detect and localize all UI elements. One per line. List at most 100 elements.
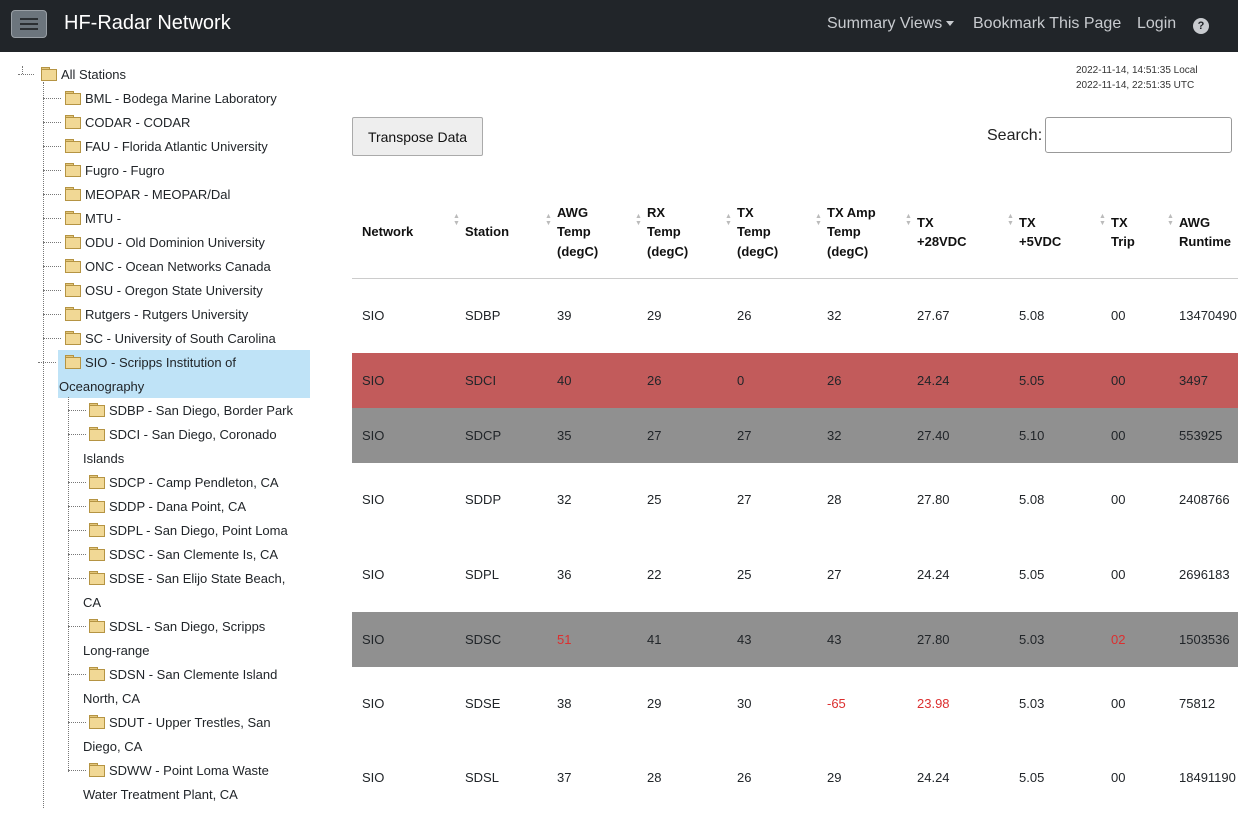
tree-item-station-cont[interactable]: Water Treatment Plant, CA [83, 787, 238, 802]
column-header-text: AWG [557, 204, 589, 220]
table-cell: 22 [647, 566, 662, 582]
tree-item-station[interactable]: SDWW - Point Loma Waste [109, 763, 269, 778]
tree-item-network[interactable]: MTU - [85, 211, 122, 226]
table-row[interactable]: SIO SDCI 40 26 0 26 24.24 5.05 00 3497 [352, 353, 1238, 408]
table-row[interactable]: SIO SDBP 39 29 26 32 27.67 5.08 00 13470490 [352, 279, 1238, 353]
table-cell: 39 [557, 308, 572, 323]
column-header[interactable]: Network [362, 222, 413, 242]
tree-item-station-cont[interactable]: Long-range [83, 643, 150, 658]
tree-item-network[interactable]: FAU - Florida Atlantic University [85, 139, 268, 154]
menu-toggle-button[interactable] [11, 10, 47, 38]
table-cell: SIO [362, 492, 385, 507]
column-header[interactable]: TX +5VDC [1019, 213, 1061, 252]
tree-item-station[interactable]: SDPL - San Diego, Point Loma [109, 523, 288, 538]
search-input[interactable] [1045, 117, 1232, 153]
summary-views-dropdown[interactable]: Summary Views [827, 15, 955, 33]
table-cell: 5.08 [1019, 492, 1045, 507]
login-link[interactable]: Login [1137, 15, 1177, 32]
tree-item-station[interactable]: SDSC - San Clemente Is, CA [109, 547, 279, 562]
tree-item-station-cont[interactable]: Diego, CA [83, 739, 143, 754]
sort-icon[interactable]: ▲ ▼ [1167, 213, 1174, 227]
table-cell: 2696183 [1179, 566, 1230, 582]
tree-item-network[interactable]: OSU - Oregon State University [85, 283, 263, 298]
tree-item-network[interactable]: BML - Bodega Marine Laboratory [85, 91, 277, 106]
table-row[interactable]: SIO SDSE 38 29 30 -65 23.98 5.03 00 75812 [352, 667, 1238, 741]
column-header[interactable]: TX Amp Temp (degC) [827, 203, 876, 262]
column-header-text: Runtime [1179, 234, 1231, 249]
table-row[interactable]: SIO SDSC 51 41 43 43 27.80 5.03 02 1503536 [352, 612, 1238, 667]
tree-item-station[interactable]: SDSN - San Clemente Island [109, 667, 278, 682]
folder-icon [65, 139, 81, 153]
table-cell: 5.08 [1019, 308, 1045, 323]
table-cell: 25 [737, 566, 752, 582]
table-cell: 00 [1111, 427, 1126, 443]
column-header[interactable]: TX +28VDC [917, 213, 967, 252]
folder-icon [65, 187, 81, 201]
sort-icon[interactable]: ▲ ▼ [725, 213, 732, 227]
sort-icon[interactable]: ▲ ▼ [905, 213, 912, 227]
tree-item-station-cont[interactable]: Islands [83, 451, 125, 466]
tree-item-station-cont[interactable]: CA [83, 595, 102, 610]
brand-title[interactable]: HF-Radar Network [64, 12, 231, 34]
tree-item-selected-cont[interactable]: Oceanography [59, 379, 145, 394]
tree-item-station[interactable]: SDUT - Upper Trestles, San [109, 715, 271, 730]
table-row[interactable]: SIO SDDP 32 25 27 28 27.80 5.08 00 2408766 [352, 463, 1238, 537]
sort-icon[interactable]: ▲ ▼ [635, 213, 642, 227]
tree-item-network[interactable]: Rutgers - Rutgers University [85, 307, 249, 322]
transpose-data-button[interactable]: Transpose Data [352, 117, 483, 156]
table-cell: SDPL [465, 566, 499, 582]
local-time: 2022-11-14, 14:51:35 Local [1076, 65, 1198, 76]
tree-root-label[interactable]: All Stations [61, 67, 127, 82]
tree-item-station-cont[interactable]: North, CA [83, 691, 141, 706]
sort-icon[interactable]: ▲ ▼ [815, 213, 822, 227]
table-row[interactable]: SIO SDPL 36 22 25 27 24.24 5.05 00 2696183 [352, 537, 1238, 612]
utc-time: 2022-11-14, 22:51:35 UTC [1076, 80, 1195, 91]
tree-connector [43, 194, 61, 195]
tree-item-network[interactable]: SC - University of South Carolina [85, 331, 276, 346]
tree-item-station[interactable]: SDSE - San Elijo State Beach, [109, 571, 286, 586]
column-header[interactable]: TX Trip [1111, 213, 1135, 252]
tree-item-network[interactable]: CODAR - CODAR [85, 115, 191, 130]
tree-item-station[interactable]: SDDP - Dana Point, CA [109, 499, 247, 514]
table-cell: 00 [1111, 696, 1126, 711]
tree-item-network[interactable]: ODU - Old Dominion University [85, 235, 265, 250]
column-header[interactable]: RX Temp (degC) [647, 203, 688, 262]
tree-connector [43, 146, 61, 147]
sort-icon[interactable]: ▲ ▼ [453, 213, 460, 227]
table-cell: 43 [827, 631, 842, 647]
sort-icon[interactable]: ▲ ▼ [1099, 213, 1106, 227]
table-cell: -65 [827, 696, 846, 711]
search-label: Search: [987, 127, 1043, 144]
tree-connector [68, 770, 86, 771]
column-header[interactable]: TX Temp (degC) [737, 203, 778, 262]
column-header[interactable]: Station [465, 222, 509, 242]
folder-icon [89, 619, 105, 633]
table-cell: 27 [737, 492, 752, 507]
tree-item-station[interactable]: SDBP - San Diego, Border Park [109, 403, 294, 418]
folder-icon [89, 571, 105, 585]
table-cell: 5.05 [1019, 566, 1045, 582]
bookmark-link[interactable]: Bookmark This Page [973, 15, 1122, 32]
folder-icon [65, 331, 81, 345]
table-cell: SDCI [465, 372, 497, 388]
table-row[interactable]: SIO SDSL 37 28 26 29 24.24 5.05 00 18491190 [352, 741, 1238, 815]
tree-item-station[interactable]: SDCP - Camp Pendleton, CA [109, 475, 279, 490]
sort-icon[interactable]: ▲ ▼ [545, 213, 552, 227]
tree-item-station[interactable]: SDSL - San Diego, Scripps [109, 619, 266, 634]
caret-down-icon [946, 21, 955, 27]
tree-item-network[interactable]: ONC - Ocean Networks Canada [85, 259, 271, 274]
sort-icon[interactable]: ▲ ▼ [1007, 213, 1014, 227]
tree-connector [43, 242, 61, 243]
folder-icon [65, 307, 81, 321]
tree-connector [68, 530, 86, 531]
table-cell: 32 [827, 427, 842, 443]
column-header[interactable]: AWG Temp (degC) [557, 203, 598, 262]
table-row[interactable]: SIO SDCP 35 27 27 32 27.40 5.10 00 553925 [352, 408, 1238, 463]
help-icon[interactable]: ? [1193, 18, 1209, 34]
tree-item-network[interactable]: Fugro - Fugro [85, 163, 165, 178]
tree-item-station[interactable]: SDCI - San Diego, Coronado [109, 427, 277, 442]
column-header[interactable]: AWG Runtime [1179, 213, 1231, 252]
table-cell: SIO [362, 566, 385, 582]
tree-item-selected[interactable]: SIO - Scripps Institution of [85, 355, 237, 370]
tree-item-network[interactable]: MEOPAR - MEOPAR/Dal [85, 187, 231, 202]
